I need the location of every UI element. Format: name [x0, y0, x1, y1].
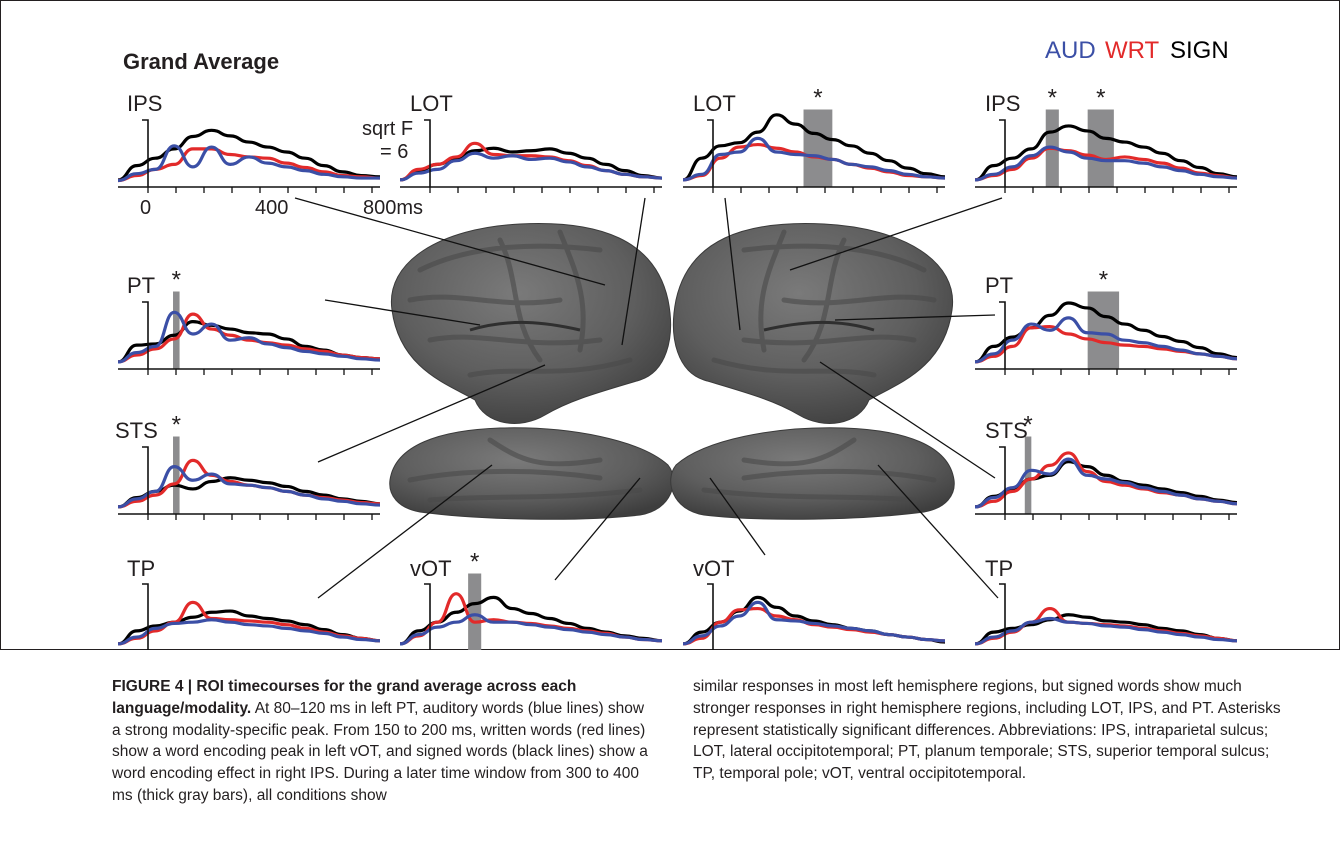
scale-bar [999, 583, 1006, 650]
significance-marker: * [470, 549, 479, 576]
panel-title: Grand Average [123, 49, 279, 74]
roi-plot-left-vot: * vOT [399, 549, 663, 650]
significance-bar [803, 109, 833, 187]
significance-bar [173, 436, 180, 514]
caption-label: FIGURE 4 | ROI timecourses for the grand… [112, 678, 577, 717]
significance-bar [1087, 109, 1114, 187]
series-line-sign [117, 128, 381, 182]
legend: AUD WRT SIGN [1045, 37, 1229, 64]
left-ventral-brain [389, 427, 674, 520]
series-line-aud [117, 465, 381, 509]
series-line-aud [399, 151, 663, 182]
scale-bar [142, 119, 149, 187]
roi-plot-right-lot: * LOT [682, 85, 946, 193]
legend-sign: SIGN [1170, 37, 1229, 64]
roi-label: LOT [693, 91, 736, 116]
roi-label: LOT [410, 91, 453, 116]
series-line-aud [974, 457, 1238, 509]
roi-plot-left-pt: * PT [117, 267, 381, 375]
significance-marker: * [172, 267, 181, 294]
significance-bar [173, 291, 180, 369]
roi-label: TP [985, 556, 1013, 581]
roi-plot-left-ips: IPS [117, 91, 381, 193]
roi-plot-left-sts: * STS [115, 412, 381, 520]
significance-bar [1024, 436, 1032, 514]
significance-bar [1087, 291, 1120, 369]
legend-aud: AUD [1045, 37, 1096, 64]
roi-plot-right-pt: * PT [974, 267, 1238, 375]
scale-bar [424, 583, 431, 650]
scale-label-line2: = 6 [380, 141, 408, 163]
scale-bar [142, 583, 149, 650]
significance-marker: * [1023, 412, 1032, 439]
scale-bar [142, 301, 149, 369]
series-line-aud [974, 616, 1238, 646]
roi-label: PT [127, 273, 155, 298]
roi-label: TP [127, 556, 155, 581]
significance-marker: * [172, 412, 181, 439]
scale-bar [999, 119, 1006, 187]
legend-wrt: WRT [1105, 37, 1160, 64]
series-line-aud [117, 144, 380, 183]
roi-label: vOT [693, 556, 735, 581]
roi-label: vOT [410, 556, 452, 581]
series-line-aud [117, 618, 381, 646]
scale-bar [707, 583, 714, 650]
series-line-aud [974, 145, 1238, 182]
series-line-aud [682, 600, 946, 646]
scale-bar [999, 446, 1006, 514]
significance-bar [468, 573, 482, 650]
significance-marker: * [1096, 85, 1105, 112]
roi-label: IPS [127, 91, 162, 116]
right-ventral-brain [670, 427, 955, 520]
brain-renderings [389, 223, 955, 520]
time-tick-0: 0 [140, 197, 151, 219]
series-line-sign [974, 124, 1238, 182]
caption-right-text: similar responses in most left hemispher… [693, 678, 1281, 783]
roi-plot-right-tp: TP [974, 556, 1238, 650]
right-lateral-brain [672, 223, 954, 424]
roi-plot-right-sts: *STS [974, 412, 1238, 520]
roi-plot-right-ips: * * IPS [974, 85, 1238, 193]
series-line-aud [117, 310, 381, 364]
roi-label: STS [985, 418, 1028, 443]
caption-left-text: At 80–120 ms in left PT, auditory words … [112, 699, 648, 804]
roi-plot-right-vot: vOT [682, 556, 946, 650]
scale-bar [999, 301, 1006, 369]
scale-label-line1: sqrt F [362, 118, 413, 140]
caption-right: similar responses in most left hemispher… [693, 676, 1293, 785]
roi-label: STS [115, 418, 158, 443]
connector-lines [294, 197, 1003, 599]
left-lateral-brain [390, 223, 672, 424]
roi-label: IPS [985, 91, 1020, 116]
roi-plot-left-lot: LOT [399, 91, 663, 193]
significance-marker: * [813, 85, 822, 112]
series-line-aud [974, 316, 1238, 364]
scale-bar [707, 119, 714, 187]
series-line-sign [682, 113, 946, 182]
scale-bar [142, 446, 149, 514]
significance-marker: * [1048, 85, 1057, 112]
caption-left: FIGURE 4 | ROI timecourses for the grand… [112, 676, 657, 807]
scale-bar [424, 119, 431, 187]
time-tick-800: 800ms [363, 197, 423, 219]
time-tick-400: 400 [255, 197, 288, 219]
significance-marker: * [1099, 267, 1108, 294]
roi-label: PT [985, 273, 1013, 298]
series-line-aud [682, 136, 946, 182]
series-line-aud [399, 613, 663, 646]
roi-plot-left-tp: TP [117, 556, 381, 650]
